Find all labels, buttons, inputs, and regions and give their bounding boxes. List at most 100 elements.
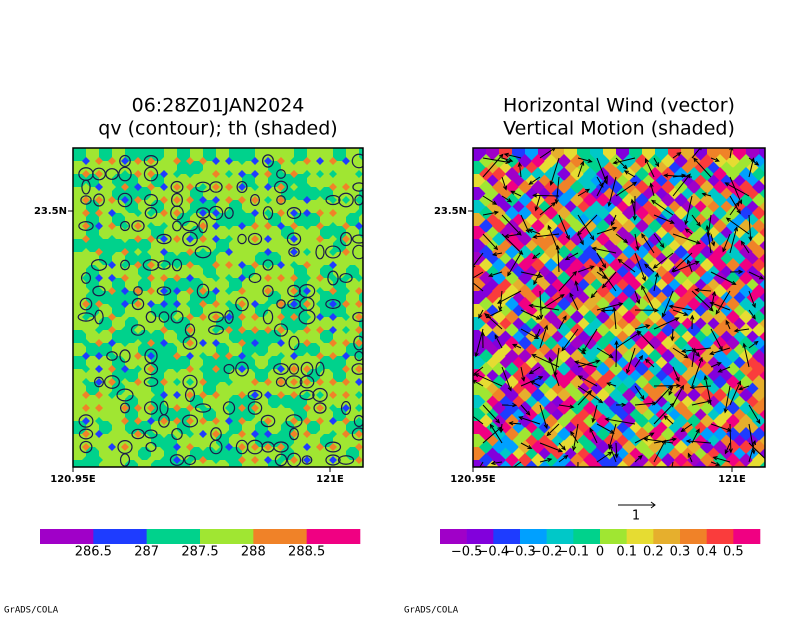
field-diamond <box>674 167 688 181</box>
field-cell <box>73 330 87 344</box>
wind-vector <box>578 375 598 387</box>
wind-vector <box>555 176 560 204</box>
colorbar-label: −0.4 <box>478 545 510 560</box>
field-cell <box>229 395 243 409</box>
field-cell <box>138 408 152 422</box>
field-diamond <box>596 362 610 376</box>
field-cell <box>229 265 243 279</box>
field-cell <box>499 460 513 467</box>
field-diamond <box>329 261 337 269</box>
field-diamond <box>316 261 324 269</box>
field-diamond <box>147 404 155 412</box>
field-cell <box>359 356 363 370</box>
field-diamond <box>492 284 506 298</box>
wind-vector <box>491 461 503 465</box>
field-diamond <box>752 258 765 272</box>
field-cell <box>229 252 243 266</box>
field-diamond <box>752 453 765 467</box>
field-diamond <box>713 154 727 168</box>
field-diamond <box>212 313 220 321</box>
field-diamond <box>479 206 493 220</box>
field-diamond <box>316 183 324 191</box>
field-cell <box>759 187 765 201</box>
arrow-head <box>644 358 650 364</box>
field-diamond <box>225 378 233 386</box>
arrow-head <box>683 311 689 316</box>
field-diamond <box>290 417 298 425</box>
arrow-head <box>498 306 503 312</box>
field-diamond <box>264 274 272 282</box>
contour <box>208 205 224 221</box>
field-diamond <box>622 245 636 259</box>
field-cell <box>151 161 165 175</box>
field-cell <box>255 239 269 253</box>
wind-vector <box>641 233 655 254</box>
contour <box>184 323 196 337</box>
field-cell <box>333 395 347 409</box>
field-diamond <box>518 258 532 272</box>
field-diamond <box>648 349 662 363</box>
field-diamond <box>544 453 558 467</box>
field-diamond <box>674 401 688 415</box>
field-diamond <box>674 323 688 337</box>
field-cell <box>190 161 204 175</box>
field-cell <box>307 304 321 318</box>
field-diamond <box>173 222 181 230</box>
field-diamond <box>277 261 285 269</box>
field-diamond <box>238 339 246 347</box>
field-diamond <box>134 248 142 256</box>
field-cell <box>86 369 100 383</box>
field-diamond <box>160 378 168 386</box>
wind-vector <box>748 158 755 178</box>
field-diamond <box>739 193 753 207</box>
field-diamond <box>570 258 584 272</box>
arrow-head <box>574 280 579 286</box>
wind-vector <box>539 458 552 463</box>
wind-vector <box>691 290 714 312</box>
contour <box>339 272 353 284</box>
field-diamond <box>661 427 675 441</box>
field-diamond <box>713 375 727 389</box>
field-cell <box>307 460 321 467</box>
field-diamond <box>635 375 649 389</box>
field-cell <box>190 252 204 266</box>
arrow-head <box>580 160 585 166</box>
field-diamond <box>355 183 363 191</box>
arrow-head <box>683 354 689 359</box>
field-diamond <box>108 157 116 165</box>
field-diamond <box>687 323 701 337</box>
field-diamond <box>648 336 662 350</box>
wind-vector <box>482 426 502 444</box>
wind-vector <box>505 233 522 238</box>
arrow-head <box>715 461 721 467</box>
field-cell <box>255 343 269 357</box>
field-cell <box>320 447 334 461</box>
field-diamond <box>609 206 623 220</box>
arrow-head <box>676 151 682 157</box>
field-diamond <box>238 196 246 204</box>
field-diamond <box>596 336 610 350</box>
arrow-head <box>604 417 610 422</box>
contour <box>223 363 235 375</box>
wind-vector <box>572 423 579 451</box>
field-diamond <box>752 323 765 337</box>
wind-vector <box>724 385 731 413</box>
field-cell <box>73 161 87 175</box>
wind-vector <box>533 271 541 285</box>
field-diamond <box>277 183 285 191</box>
field-diamond <box>355 456 363 464</box>
wind-vector <box>653 157 659 167</box>
field-diamond <box>479 440 493 454</box>
field-cell <box>190 434 204 448</box>
field-diamond <box>609 245 623 259</box>
colorbar-swatch <box>93 529 147 544</box>
wind-vector <box>734 328 750 332</box>
field-diamond <box>95 183 103 191</box>
wind-vector <box>710 271 736 285</box>
field-diamond <box>225 417 233 425</box>
arrow-head <box>686 173 691 179</box>
field-cell <box>294 187 308 201</box>
field <box>73 148 363 467</box>
arrow-head <box>474 352 479 358</box>
field-diamond <box>570 349 584 363</box>
